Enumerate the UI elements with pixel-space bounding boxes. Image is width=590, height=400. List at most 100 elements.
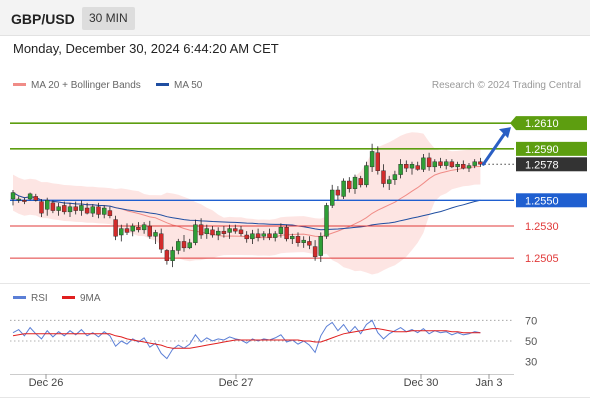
candle	[62, 201, 67, 215]
candle	[238, 226, 244, 237]
candle-body	[130, 225, 135, 232]
candle-body	[375, 152, 380, 171]
forecast-arrow-head	[499, 127, 511, 139]
candle	[290, 233, 295, 244]
rsi-tick-label: 50	[525, 336, 537, 348]
candle-body	[295, 236, 301, 243]
candle	[96, 202, 101, 219]
candle-body	[472, 161, 477, 166]
candle	[307, 236, 312, 250]
candle-body	[96, 206, 101, 215]
candle-body	[238, 229, 244, 234]
timestamp: Monday, December 30, 2024 6:44:20 AM CET	[13, 41, 279, 56]
candle	[455, 161, 460, 172]
rsi-swatch	[13, 295, 26, 299]
candle	[16, 196, 21, 203]
timeframe-button[interactable]: 30 MIN	[82, 7, 135, 30]
candle	[295, 232, 301, 247]
candle-body	[426, 157, 432, 168]
candle	[153, 229, 158, 244]
candle	[141, 222, 147, 234]
legend-9ma-label: 9MA	[80, 293, 101, 304]
candle-body	[312, 246, 318, 258]
candle-body	[415, 165, 420, 170]
ma50-swatch	[156, 82, 169, 86]
candle	[466, 163, 472, 172]
candle-body	[444, 161, 449, 166]
candle-body	[387, 179, 392, 184]
candle-body	[318, 236, 323, 256]
support-level-label: 1.2530	[525, 221, 559, 233]
candle-body	[16, 198, 21, 201]
candle-body	[193, 224, 198, 243]
candle	[375, 146, 380, 175]
candle	[273, 231, 278, 242]
target-level-badge: 1.2610	[510, 116, 587, 131]
candle-body	[33, 196, 38, 201]
legend-ma50: MA 50	[156, 80, 202, 91]
candle	[392, 170, 398, 185]
ma9-swatch	[62, 295, 75, 299]
candle	[284, 224, 289, 242]
candle-body	[79, 205, 84, 211]
candle-body	[255, 233, 261, 238]
candle-body	[198, 224, 204, 236]
candle-body	[90, 206, 96, 214]
candle-body	[101, 207, 107, 215]
candle	[204, 224, 210, 239]
candle	[124, 223, 130, 235]
candle-body	[352, 176, 358, 189]
chart-header: GBP/USD 30 MIN	[0, 0, 590, 36]
candle	[341, 178, 346, 199]
candle	[267, 228, 272, 241]
candle	[318, 232, 323, 262]
rsi-tick-label: 70	[525, 315, 537, 327]
support-level-label: 1.2505	[525, 253, 559, 265]
legend-9ma: 9MA	[62, 293, 101, 304]
candle	[181, 235, 187, 252]
candle	[176, 238, 181, 255]
candle-body	[250, 233, 255, 240]
candle	[421, 154, 426, 172]
target-badge-shape	[510, 116, 587, 131]
candle	[335, 186, 341, 201]
candle-body	[421, 157, 426, 170]
candle	[79, 200, 84, 216]
legend-ma50-label: MA 50	[174, 80, 203, 91]
candle-body	[449, 161, 455, 168]
rsi-line	[12, 319, 481, 360]
resistance-level-badge: 1.2590	[516, 141, 587, 156]
candle	[107, 206, 113, 219]
candle	[381, 164, 386, 188]
candle-body	[392, 174, 398, 180]
candle-body	[187, 242, 192, 249]
legend-ma20-label: MA 20 + Bollinger Bands	[31, 80, 141, 91]
candle	[215, 227, 221, 241]
candle-body	[50, 202, 56, 211]
candle	[22, 197, 27, 205]
candle-body	[461, 164, 466, 169]
candle-body	[301, 239, 306, 243]
candle	[261, 231, 266, 241]
candle-body	[432, 161, 437, 168]
candle	[364, 161, 369, 188]
x-tick-label: Dec 27	[219, 377, 254, 389]
candle	[404, 160, 409, 172]
candle-body	[227, 228, 232, 233]
candle	[330, 184, 335, 208]
x-tick-label: Dec 30	[404, 377, 439, 389]
candle-body	[307, 241, 312, 246]
candle-body	[210, 229, 215, 236]
candle-body	[141, 224, 147, 231]
last-price-badge-text: 1.2578	[525, 159, 559, 171]
candle-body	[221, 230, 227, 234]
candle	[33, 193, 38, 202]
candle	[398, 159, 403, 179]
candle-body	[204, 228, 210, 234]
candle	[415, 161, 420, 171]
candle	[187, 238, 192, 250]
candle	[193, 219, 198, 246]
candle	[84, 202, 90, 215]
last-price-badge-shape	[516, 157, 587, 172]
